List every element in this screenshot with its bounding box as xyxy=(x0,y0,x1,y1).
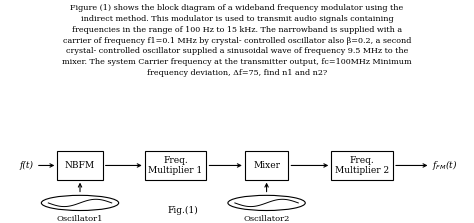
FancyBboxPatch shape xyxy=(145,151,206,180)
Text: NBFM: NBFM xyxy=(65,161,95,170)
FancyBboxPatch shape xyxy=(331,151,393,180)
Text: Freq.
Multiplier 1: Freq. Multiplier 1 xyxy=(148,156,203,175)
Text: Fig.(1): Fig.(1) xyxy=(167,205,198,215)
Text: Oscillator2: Oscillator2 xyxy=(243,215,290,223)
Text: Oscillator1: Oscillator1 xyxy=(57,215,103,223)
Text: f$_{FM}$(t): f$_{FM}$(t) xyxy=(432,159,457,172)
FancyBboxPatch shape xyxy=(245,151,288,180)
Text: Figure (1) shows the block diagram of a wideband frequency modulator using the
i: Figure (1) shows the block diagram of a … xyxy=(62,4,412,77)
Text: Freq.
Multiplier 2: Freq. Multiplier 2 xyxy=(335,156,389,175)
Text: Mixer: Mixer xyxy=(253,161,280,170)
Text: f(t): f(t) xyxy=(19,161,34,170)
FancyBboxPatch shape xyxy=(57,151,103,180)
